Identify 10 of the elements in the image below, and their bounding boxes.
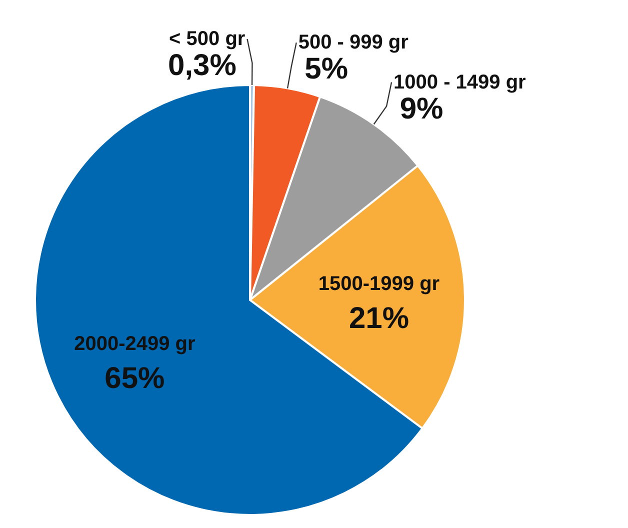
data-label: 21% — [348, 302, 410, 335]
slice-label: < 500 gr — [169, 28, 246, 50]
slice-label: 2000-2499 gr — [74, 332, 196, 355]
data-label: 9% — [400, 92, 444, 126]
data-label: 5% — [304, 52, 348, 86]
slice-label: 500 - 999 gr — [298, 32, 409, 54]
data-label: 65% — [104, 362, 165, 395]
slice-label: 1000 - 1499 gr — [394, 71, 526, 94]
data-label: 0,3% — [168, 49, 236, 82]
slice-label: 1500-1999 gr — [318, 272, 440, 295]
